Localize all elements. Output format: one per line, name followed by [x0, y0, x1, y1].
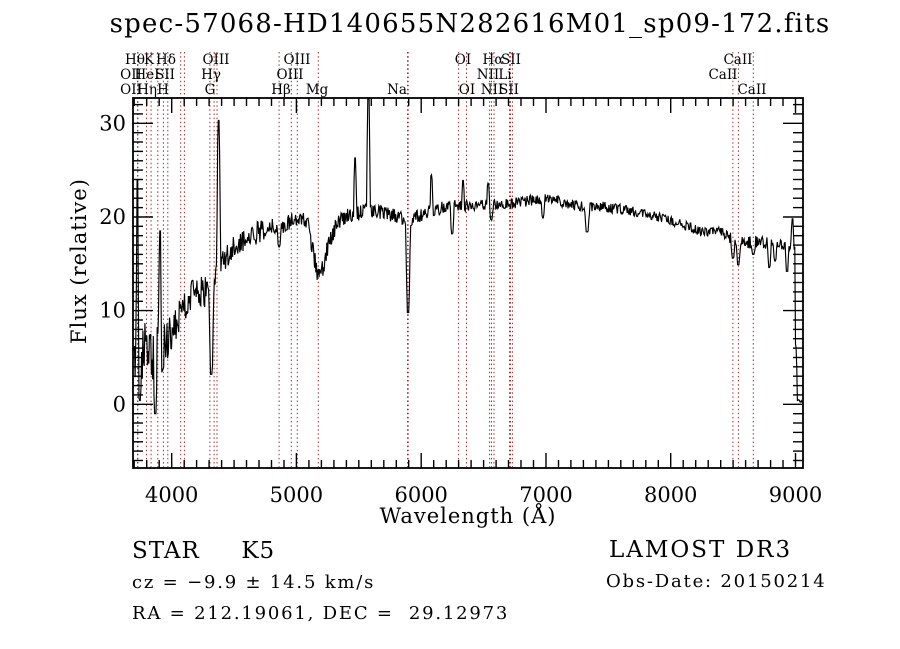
y-axis-label: Flux (relative): [67, 178, 91, 344]
spectral-line-label: Hθ: [125, 52, 145, 68]
spectral-line-label: Na: [387, 82, 407, 98]
spectral-line-label: Mg: [306, 82, 329, 98]
x-tick-label: 5000: [270, 483, 323, 507]
spectral-line-label: Hβ: [271, 82, 291, 98]
x-tick-label: 8000: [644, 483, 697, 507]
spectral-line-label: Hα: [483, 52, 504, 68]
x-tick-label: 6000: [394, 483, 447, 507]
spectral-line-label: K: [144, 52, 155, 68]
spectral-line-label: OIII: [202, 52, 229, 68]
obs-date-text: Obs-Date: 20150214: [606, 571, 827, 592]
ra-dec-text: RA = 212.19061, DEC = 29.12973: [132, 603, 510, 624]
spectral-line-label: CaII: [708, 67, 737, 83]
survey-name-text: LAMOST DR3: [609, 537, 793, 563]
spectral-line-label: CaII: [723, 52, 752, 68]
y-tick-label: 30: [99, 111, 126, 135]
y-tick-label: 10: [99, 299, 126, 323]
object-class-text: STAR K5: [132, 538, 276, 564]
spectral-line-label: OI: [459, 82, 475, 98]
spectrum-trace: [133, 98, 803, 415]
spectral-line-label: OI: [455, 52, 471, 68]
spectral-line-label: Hδ: [156, 52, 176, 68]
spectral-line-label: H: [157, 82, 169, 98]
x-tick-label: 7000: [519, 483, 572, 507]
spectral-line-label: Hγ: [201, 67, 221, 83]
x-tick-label: 9000: [769, 483, 822, 507]
y-tick-label: 0: [113, 392, 126, 416]
x-axis-label: Wavelength (Å): [379, 504, 557, 528]
spectral-line-label: NII: [477, 67, 499, 83]
spectral-line-label: SII: [501, 52, 521, 68]
spectral-line-label: G: [205, 82, 216, 98]
spectral-line-label: OII: [120, 82, 142, 98]
plot-title: spec-57068-HD140655N282616M01_sp09-172.f…: [109, 9, 831, 39]
y-tick-label: 20: [99, 205, 126, 229]
spectral-line-label: Hη: [137, 82, 157, 98]
spectral-line-label: OII: [120, 67, 142, 83]
spectral-line-label: Li: [498, 67, 512, 83]
x-tick-label: 4000: [145, 483, 198, 507]
spectral-line-label: OIII: [283, 52, 310, 68]
spectral-line-label: SII: [499, 82, 519, 98]
spectral-line-label: HeI: [134, 67, 159, 83]
spectral-line-label: CaII: [737, 82, 766, 98]
spectral-line-label: NII: [481, 82, 503, 98]
cz-velocity-text: cz = −9.9 ± 14.5 km/s: [132, 572, 376, 593]
spectral-line-label: SII: [155, 67, 175, 83]
spectral-line-label: OIII: [276, 67, 303, 83]
plot-frame: [132, 97, 804, 469]
